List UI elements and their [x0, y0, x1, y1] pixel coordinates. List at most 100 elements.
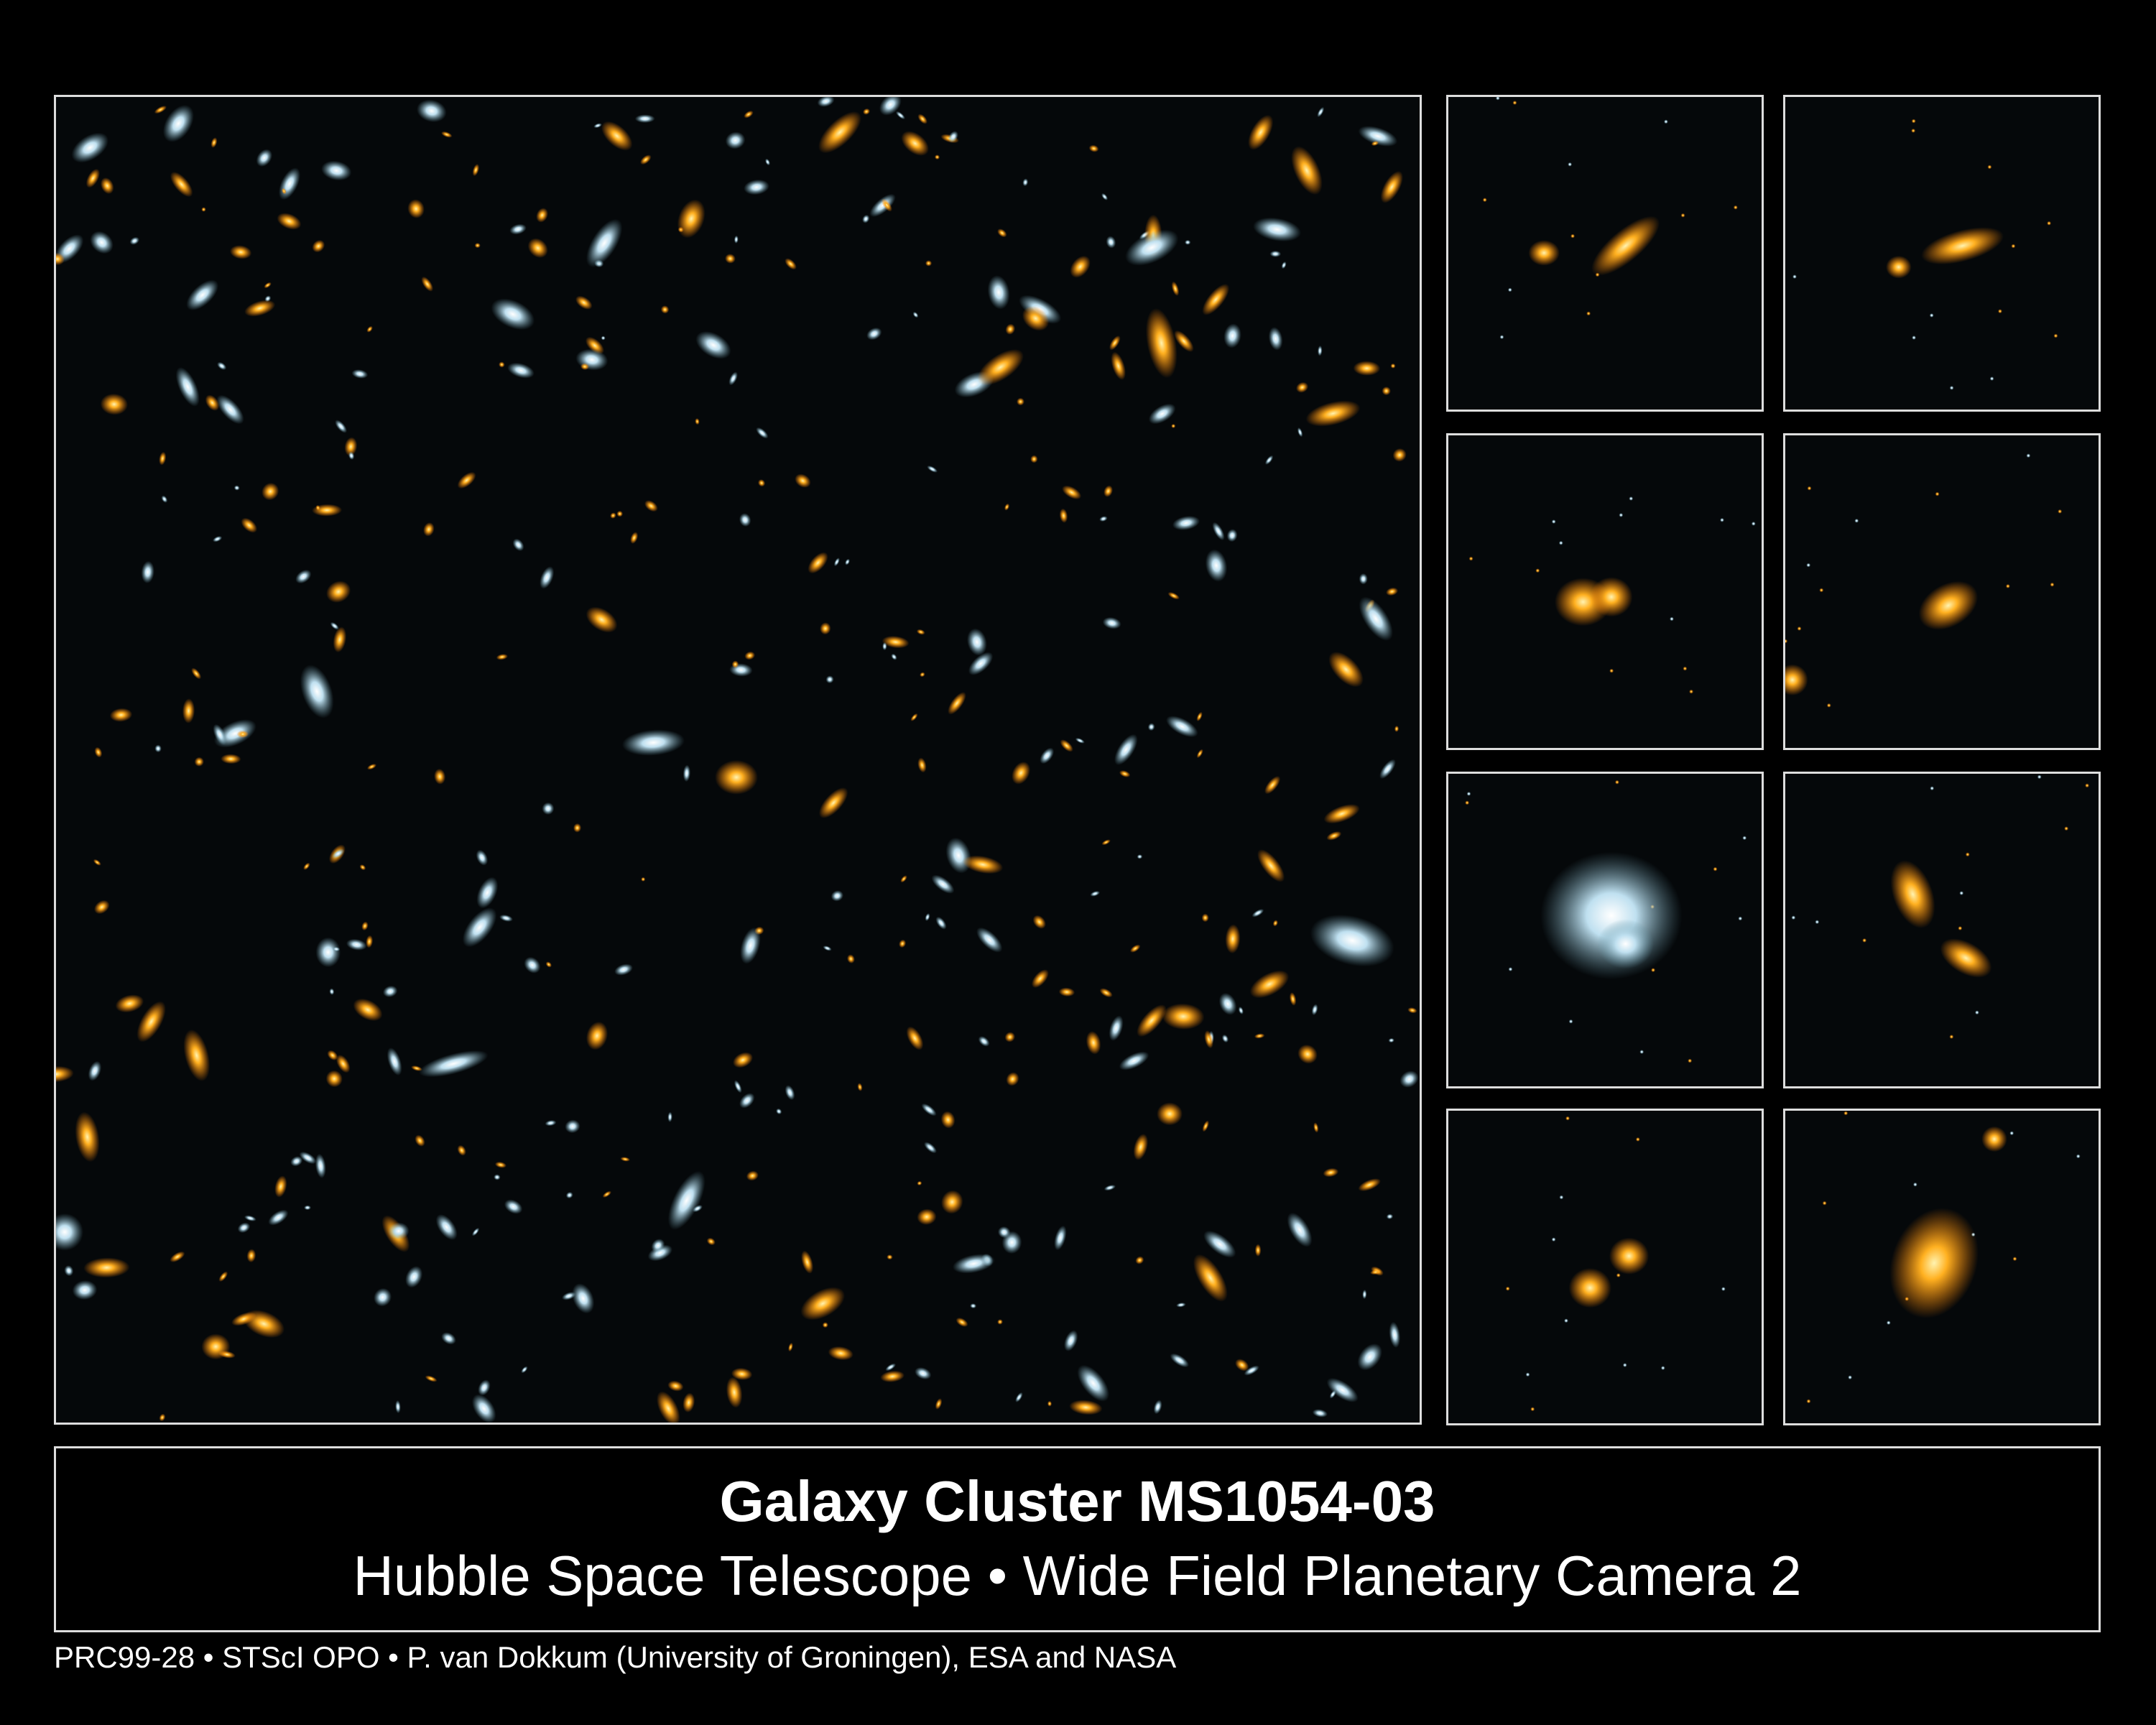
galaxy	[542, 802, 555, 815]
galaxy	[1921, 227, 2004, 265]
galaxy	[1359, 596, 1393, 641]
galaxy	[575, 295, 593, 310]
galaxy	[1357, 1343, 1382, 1371]
galaxy	[1289, 992, 1297, 1006]
galaxy	[1248, 114, 1274, 150]
galaxy	[1326, 831, 1342, 841]
galaxy	[1721, 1287, 1726, 1292]
galaxy	[507, 362, 535, 379]
galaxy	[304, 1205, 311, 1211]
galaxy	[93, 900, 110, 915]
galaxy	[1166, 716, 1198, 738]
galaxy	[1394, 726, 1399, 732]
galaxy	[1030, 455, 1038, 463]
galaxy	[1371, 141, 1379, 147]
galaxy	[210, 137, 218, 148]
galaxy	[201, 207, 206, 212]
galaxy	[1287, 1212, 1313, 1247]
galaxy	[274, 1175, 287, 1198]
galaxy	[1886, 255, 1912, 279]
galaxy	[916, 629, 925, 635]
galaxy	[614, 963, 633, 976]
galaxy	[593, 123, 602, 129]
galaxy	[660, 305, 670, 314]
galaxy	[1264, 776, 1281, 795]
galaxy	[1797, 626, 1802, 631]
galaxy	[1047, 1400, 1052, 1407]
galaxy	[1167, 591, 1180, 600]
galaxy	[882, 636, 910, 649]
galaxy	[359, 864, 366, 871]
galaxy	[764, 158, 771, 166]
galaxy	[1317, 345, 1323, 356]
galaxy	[585, 336, 604, 355]
galaxy	[2047, 221, 2052, 226]
galaxy	[1528, 240, 1560, 266]
galaxy	[1680, 213, 1685, 218]
galaxy	[899, 939, 907, 948]
galaxy	[1137, 1004, 1167, 1037]
galaxy	[56, 1213, 83, 1251]
galaxy	[471, 1227, 480, 1236]
galaxy	[387, 1048, 402, 1076]
galaxy-closeup-5	[1446, 772, 1764, 1088]
galaxy	[1088, 144, 1099, 152]
galaxy	[366, 935, 374, 948]
galaxy	[1785, 664, 1808, 696]
galaxy	[800, 1287, 846, 1321]
galaxy	[921, 1103, 937, 1116]
galaxy	[1312, 1409, 1328, 1418]
galaxy	[141, 560, 154, 583]
galaxy	[476, 877, 499, 909]
galaxy	[1568, 1019, 1573, 1024]
galaxy	[948, 692, 966, 715]
galaxy	[201, 1333, 231, 1360]
galaxy	[1359, 573, 1368, 585]
galaxy	[434, 768, 446, 785]
galaxy	[733, 1052, 754, 1068]
galaxy	[788, 1342, 793, 1352]
galaxy	[966, 628, 987, 656]
galaxy	[64, 1265, 74, 1277]
galaxy	[295, 569, 312, 584]
galaxy	[1713, 866, 1718, 871]
galaxy	[1130, 944, 1141, 953]
galaxy	[1629, 496, 1634, 501]
galaxy	[361, 921, 369, 931]
galaxy	[586, 218, 623, 268]
galaxy	[494, 1174, 501, 1180]
galaxy	[75, 1111, 100, 1162]
galaxy	[194, 757, 204, 767]
galaxy	[1362, 1289, 1367, 1300]
galaxy	[715, 759, 758, 795]
galaxy	[1751, 521, 1756, 526]
galaxy	[1145, 307, 1178, 379]
galaxy	[1616, 1273, 1621, 1277]
galaxy	[1104, 485, 1113, 497]
galaxy	[1568, 1267, 1611, 1308]
galaxy	[1949, 385, 1954, 390]
galaxy	[1015, 1392, 1023, 1402]
galaxy	[731, 1367, 753, 1380]
galaxy	[880, 1370, 905, 1382]
galaxy	[1380, 170, 1403, 203]
galaxy	[825, 675, 834, 684]
galaxy	[801, 1250, 814, 1274]
galaxy	[1912, 336, 1917, 340]
galaxy	[457, 471, 476, 489]
galaxy	[1040, 747, 1055, 764]
galaxy	[1508, 967, 1513, 972]
galaxy	[1171, 423, 1176, 429]
galaxy	[1311, 1004, 1318, 1016]
galaxy	[1495, 97, 1500, 101]
galaxy	[1388, 1037, 1394, 1043]
galaxy	[1196, 711, 1203, 721]
galaxy	[170, 172, 193, 198]
galaxy	[1965, 852, 1970, 857]
galaxy	[411, 1065, 422, 1071]
galaxy	[243, 1310, 285, 1338]
galaxy	[1022, 178, 1029, 187]
galaxy	[1069, 1400, 1103, 1415]
galaxy	[1109, 1015, 1124, 1041]
galaxy	[1196, 749, 1203, 759]
